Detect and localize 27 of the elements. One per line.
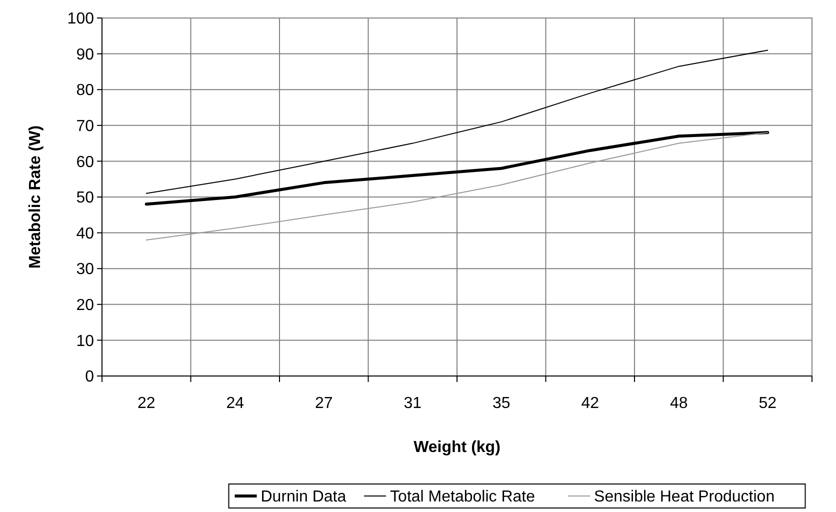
- x-axis-title: Weight (kg): [414, 439, 500, 456]
- y-tick-label: 60: [76, 154, 94, 171]
- x-tick-label: 24: [226, 395, 244, 412]
- y-tick-label: 30: [76, 261, 94, 278]
- line-series: [144, 131, 770, 206]
- y-tick-label: 80: [76, 82, 94, 100]
- y-tick-label: 100: [67, 10, 94, 28]
- legend-label: Sensible Heat Production: [594, 488, 775, 506]
- line-series: [146, 132, 768, 240]
- y-tick-label: 40: [76, 225, 94, 242]
- y-tick-label: 10: [76, 332, 94, 350]
- x-tick-label: 52: [758, 395, 777, 412]
- x-tick-label: 27: [314, 395, 333, 412]
- y-tick-label: 0: [85, 368, 94, 386]
- x-tick-label: 42: [581, 395, 600, 412]
- x-tick-label: 35: [492, 395, 510, 412]
- y-axis-title: Metabolic Rate (W): [27, 125, 44, 269]
- x-tick-label: 22: [137, 395, 156, 412]
- y-tick-label: 20: [76, 297, 94, 314]
- x-tick-label: 31: [404, 395, 422, 412]
- x-tick-label: 48: [670, 395, 688, 412]
- y-tick-label: 70: [76, 118, 94, 135]
- y-tick-label: 50: [76, 190, 94, 207]
- legend-label: Total Metabolic Rate: [390, 488, 536, 506]
- y-tick-label: 90: [76, 46, 94, 64]
- legend-label: Durnin Data: [260, 488, 346, 506]
- line-series: [146, 50, 768, 194]
